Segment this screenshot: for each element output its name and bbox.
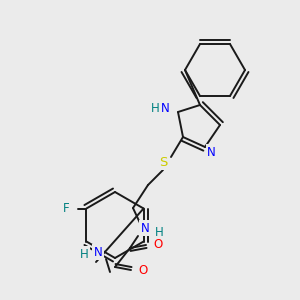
Text: N: N xyxy=(161,103,170,116)
Text: H: H xyxy=(80,248,88,260)
Text: F: F xyxy=(63,202,70,215)
Text: H: H xyxy=(154,226,164,238)
Text: N: N xyxy=(141,221,149,235)
Text: S: S xyxy=(159,155,167,169)
Text: N: N xyxy=(207,146,216,158)
Text: N: N xyxy=(94,245,102,259)
Text: O: O xyxy=(138,263,148,277)
Text: O: O xyxy=(153,238,163,251)
Text: H: H xyxy=(151,103,160,116)
